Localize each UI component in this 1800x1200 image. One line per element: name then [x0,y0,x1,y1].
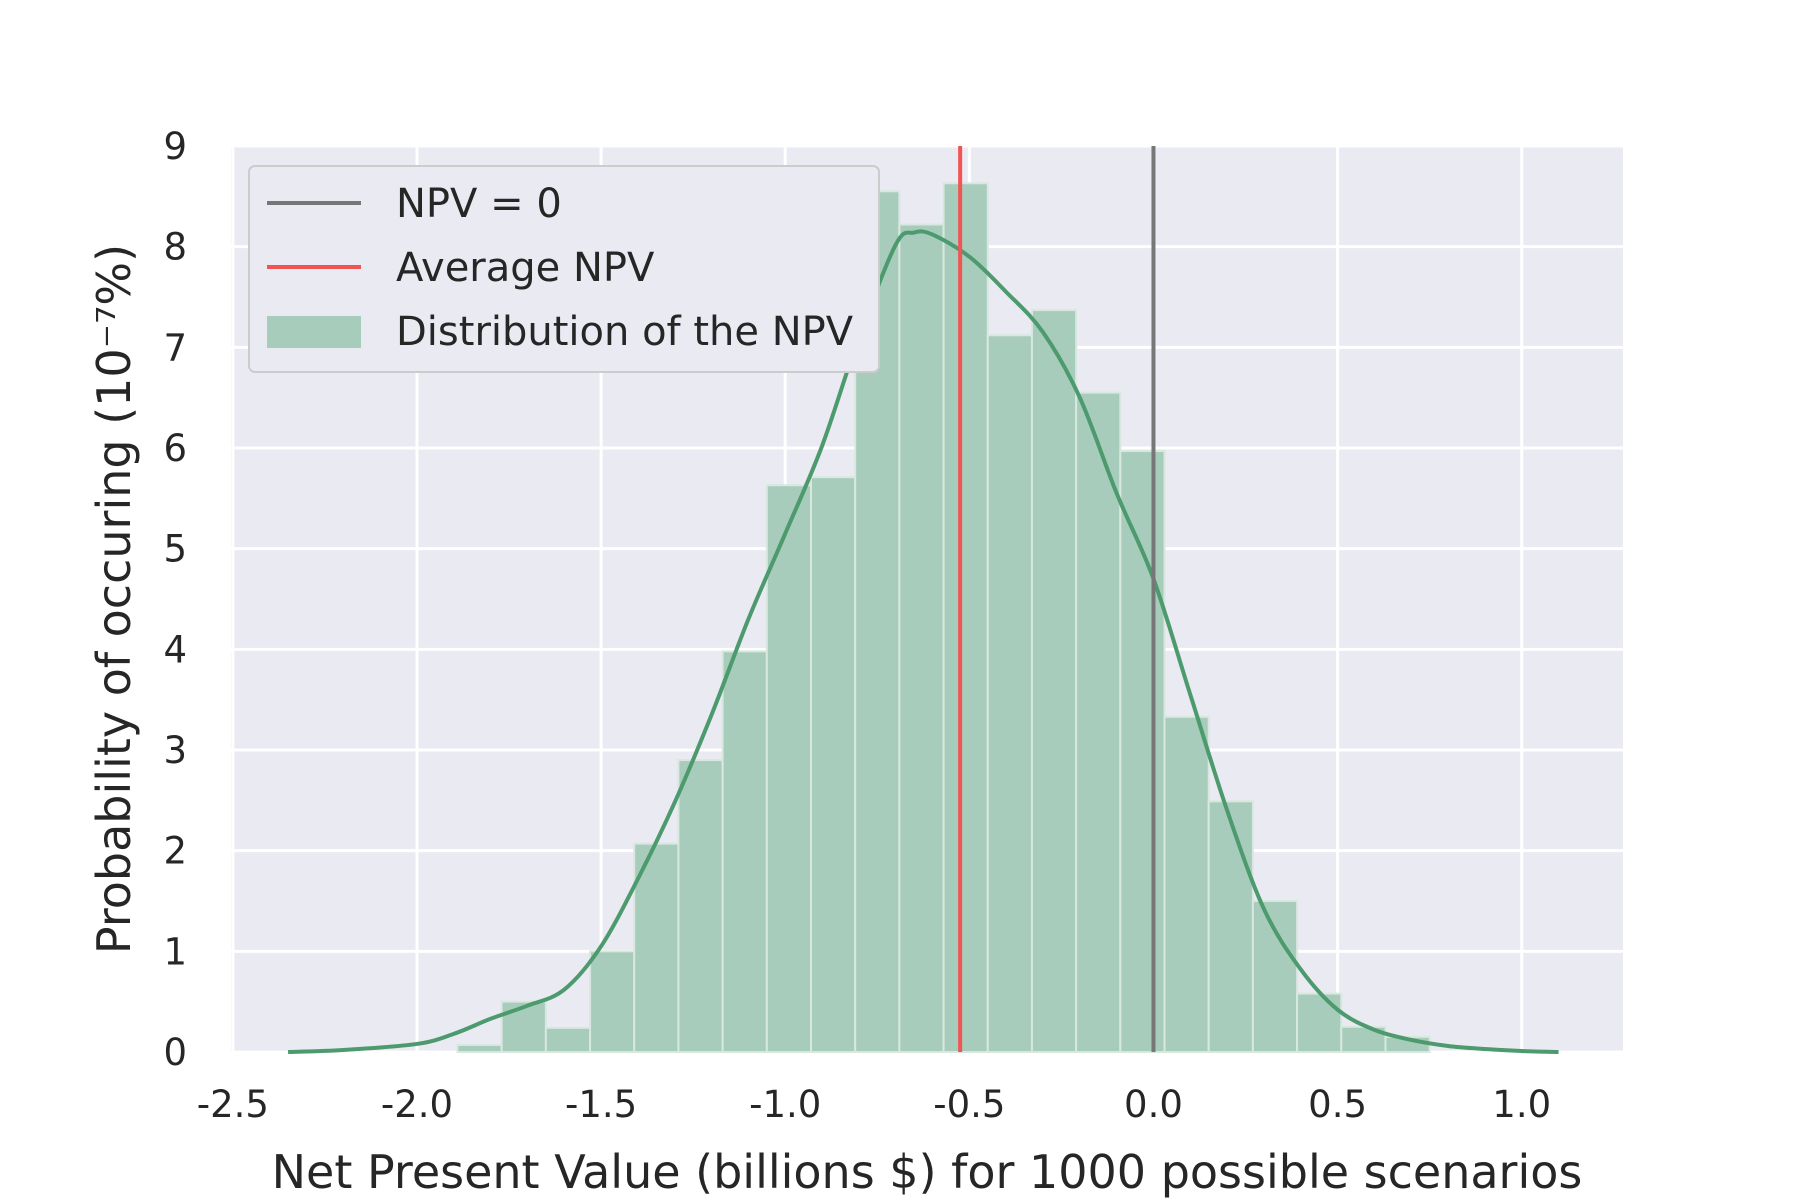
y-tick-label: 9 [163,125,187,168]
legend-label-distribution: Distribution of the NPV [396,309,854,355]
y-tick-label: 1 [163,930,187,973]
legend-label-average-npv: Average NPV [396,245,655,291]
y-tick-label: 2 [163,830,187,873]
histogram-bar [589,950,636,1053]
histogram-bar [1119,450,1166,1053]
x-tick-label: -0.5 [933,1083,1005,1126]
histogram-bar [544,1026,592,1053]
y-axis-title: Probability of occuring (10⁻⁷%) [87,244,141,954]
histogram-bar [898,223,945,1053]
x-tick-label: 0.0 [1124,1083,1183,1126]
histogram-bar [765,484,812,1054]
histogram-bar [986,334,1033,1053]
y-tick-label: 0 [163,1031,187,1074]
x-tick-labels: -2.5 -2.0 -1.5 -1.0 -0.5 0.0 0.5 1.0 [197,1083,1551,1126]
histogram-bars [456,182,1431,1054]
x-tick-label: -2.5 [197,1083,269,1126]
histogram-bar [1075,391,1122,1053]
x-tick-label: 0.5 [1308,1083,1367,1126]
histogram-bar [810,476,857,1053]
histogram-bar [1207,800,1254,1054]
histogram-bar [721,650,768,1053]
legend: NPV = 0 Average NPV Distribution of the … [248,165,880,373]
x-tick-label: -2.0 [381,1083,453,1126]
y-tick-label: 6 [163,427,187,470]
x-tick-label: 1.0 [1492,1083,1551,1126]
histogram-bar [1163,715,1210,1054]
legend-box [248,165,880,373]
y-tick-label: 4 [163,628,187,671]
histogram-bar [1296,992,1343,1054]
y-tick-labels: 0 1 2 3 4 5 6 7 8 9 [163,125,187,1074]
y-tick-label: 5 [163,528,187,571]
histogram-bar [677,759,724,1053]
x-tick-label: -1.5 [565,1083,637,1126]
histogram-bar [1030,309,1078,1053]
y-tick-label: 8 [163,226,187,269]
legend-label-npv-zero: NPV = 0 [396,181,562,227]
legend-distribution-swatch [267,316,361,348]
histogram-bar [1251,900,1299,1053]
x-axis-title: Net Present Value (billions $) for 1000 … [272,1145,1583,1199]
reference-lines [958,146,1156,1052]
histogram-bar [456,1043,503,1054]
x-tick-label: -1.0 [749,1083,821,1126]
y-tick-label: 7 [163,326,187,369]
kde-line [288,229,1559,1054]
y-tick-label: 3 [163,729,187,772]
histogram-bar [942,182,989,1054]
histogram-bar [500,1000,547,1054]
kde-curve [288,229,1559,1054]
histogram-bar [633,842,680,1053]
